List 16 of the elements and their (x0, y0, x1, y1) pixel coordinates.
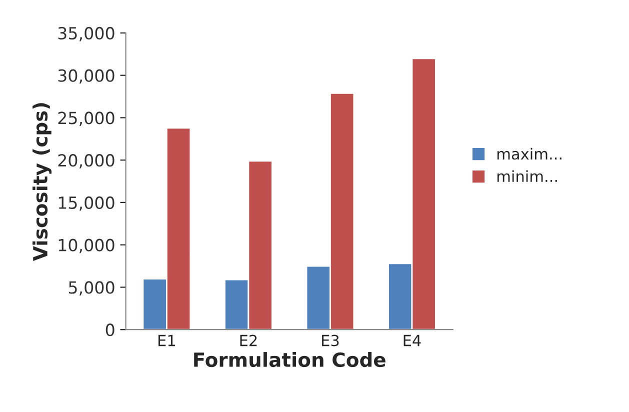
y-axis-title: Viscosity (cps) (32, 103, 52, 261)
x-axis-title: Formulation Code (194, 352, 386, 368)
y-tick-label: 30,000 (58, 69, 114, 84)
x-tick-label: E2 (240, 334, 257, 346)
x-tick-label: E3 (322, 334, 339, 346)
y-tick-label: 35,000 (58, 26, 114, 42)
y-tick-label: 20,000 (58, 154, 114, 168)
x-tick-label: E4 (404, 334, 421, 346)
y-tick-label: 0 (106, 324, 114, 336)
legend-label: maxim... (497, 148, 562, 160)
y-tick-label: 15,000 (58, 196, 114, 211)
x-tick-label: E1 (158, 334, 175, 346)
y-tick-label: 10,000 (58, 238, 114, 254)
y-tick-label: 5,000 (68, 281, 114, 296)
y-tick-label: 25,000 (58, 112, 114, 126)
legend-label: minim... (497, 170, 557, 182)
